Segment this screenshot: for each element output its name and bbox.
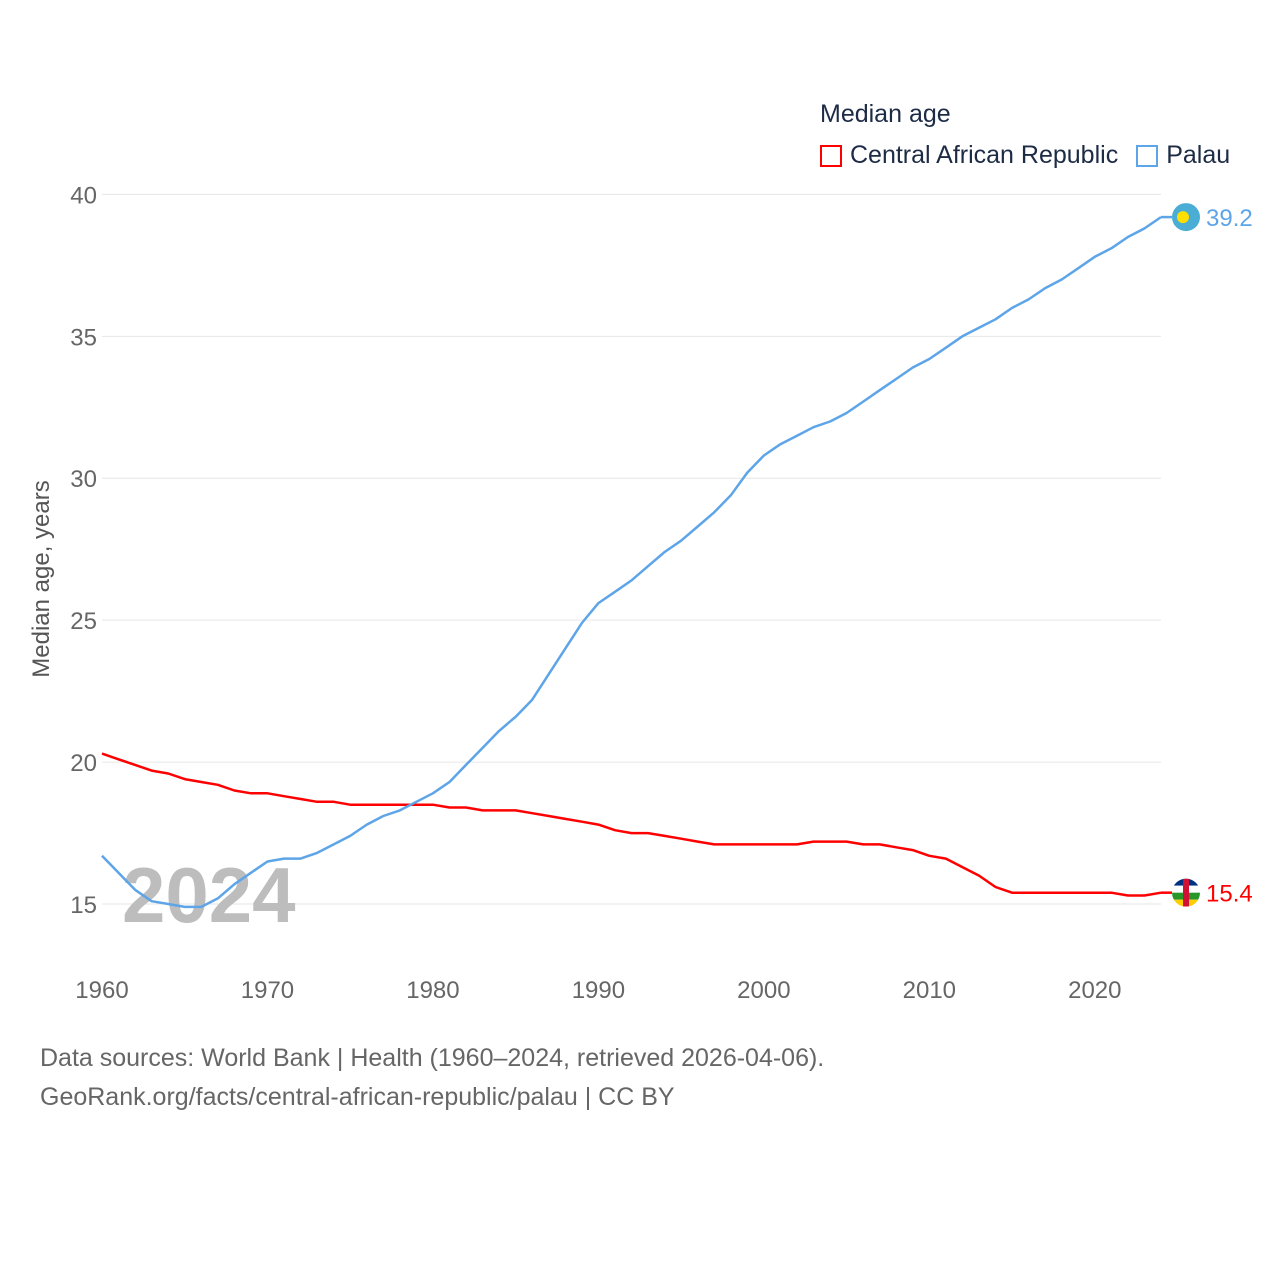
x-tick-label-2020: 2020 [1068, 977, 1121, 1004]
y-tick-label-40: 40 [70, 182, 97, 209]
legend-item-central-african-republic[interactable]: Central African Republic [820, 141, 1118, 170]
series-line-central-african-republic [101, 752, 1162, 897]
y-tick-label-25: 25 [70, 608, 97, 635]
legend-swatch-red [820, 144, 842, 167]
series-line-palau [101, 216, 1162, 909]
x-tick-label-1960: 1960 [75, 977, 128, 1004]
y-tick-label-30: 30 [70, 466, 97, 493]
x-tick-label-1970: 1970 [241, 977, 294, 1004]
flag-icon-central-african-republic [1172, 878, 1200, 907]
legend-title: Median age [820, 100, 951, 128]
legend-label: Palau [1166, 141, 1231, 169]
end-value-label-central-african-republic: 15.4 [1206, 881, 1253, 908]
end-value-label-palau: 39.2 [1206, 205, 1253, 232]
year-watermark: 2024 [122, 851, 296, 939]
y-tick-label-35: 35 [70, 324, 97, 351]
x-tick-label-2010: 2010 [903, 977, 956, 1004]
source-text: Data sources: World Bank | Health (1960–… [40, 1044, 825, 1072]
source-url[interactable]: GeoRank.org/facts/central-african-republ… [40, 1083, 675, 1111]
legend-label: Central African Republic [850, 141, 1119, 169]
legend-swatch-blue [1136, 144, 1159, 167]
y-tick-label-15: 15 [70, 892, 97, 919]
legend-item-palau[interactable]: Palau [1136, 141, 1230, 170]
flag-icon-palau [1172, 203, 1200, 232]
x-tick-label-2000: 2000 [737, 977, 790, 1004]
legend: Central African Republic Palau [820, 141, 1248, 170]
x-tick-label-1990: 1990 [572, 977, 625, 1004]
y-tick-label-20: 20 [70, 750, 97, 777]
x-tick-label-1980: 1980 [406, 977, 459, 1004]
